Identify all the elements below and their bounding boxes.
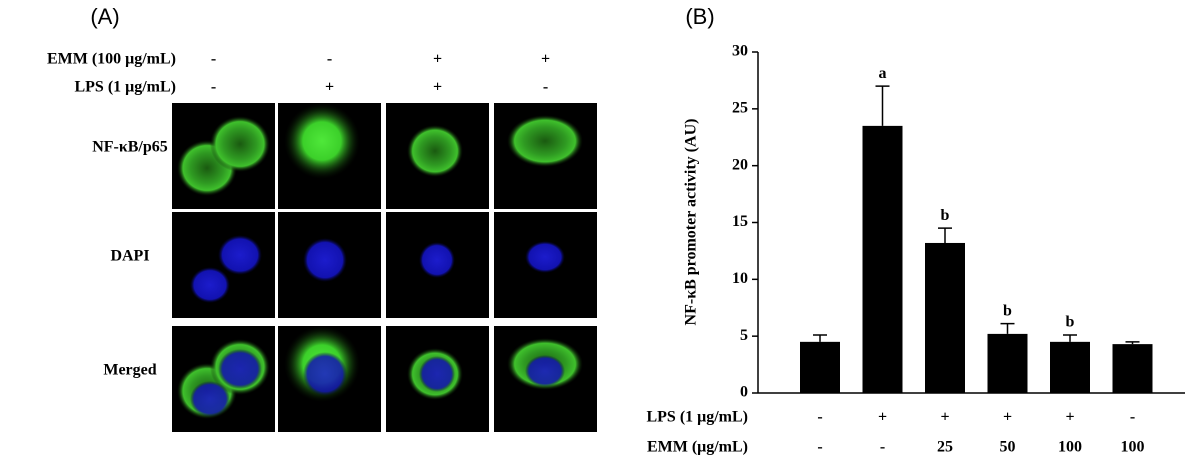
condition-label: LPS (1 μg/mL)	[646, 409, 748, 426]
row-label: Merged	[103, 362, 156, 379]
cell-stain	[210, 116, 270, 172]
bar	[862, 125, 903, 393]
nucleus-stain	[190, 381, 230, 417]
condition-sign: +	[940, 409, 949, 426]
condition-sign: 25	[937, 439, 953, 456]
nucleus-stain	[218, 349, 262, 389]
y-axis-label: NF-κB promoter activity (AU)	[683, 119, 700, 326]
bar	[925, 242, 965, 393]
condition-sign: 100	[1121, 439, 1145, 456]
error-bar	[938, 227, 952, 243]
condition-sign: -	[817, 409, 822, 426]
y-tick-label: 0	[740, 384, 748, 401]
cell-stain	[284, 103, 360, 179]
significance-letter: b	[941, 207, 950, 224]
row-label: DAPI	[110, 248, 149, 265]
condition-sign: -	[1130, 409, 1135, 426]
error-bar	[813, 334, 827, 342]
y-tick-label: 25	[732, 100, 748, 117]
condition-sign: -	[543, 79, 548, 96]
y-tick-label: 10	[732, 270, 748, 287]
nucleus-stain	[218, 235, 262, 275]
condition-sign: +	[433, 79, 442, 96]
condition-label: LPS (1 μg/mL)	[74, 79, 176, 96]
condition-sign: -	[211, 79, 216, 96]
row-label: NF-κB/p65	[92, 139, 168, 156]
bar	[800, 341, 840, 393]
condition-sign: -	[211, 51, 216, 68]
condition-sign: -	[817, 439, 822, 456]
panel-label: (B)	[685, 4, 714, 29]
condition-label: EMM (μg/mL)	[647, 439, 748, 456]
condition-sign: +	[1003, 409, 1012, 426]
condition-sign: -	[880, 439, 885, 456]
condition-sign: -	[327, 51, 332, 68]
nucleus-stain	[419, 242, 455, 278]
nucleus-stain	[525, 355, 565, 387]
bar	[1112, 344, 1153, 393]
cell-stain	[407, 125, 463, 177]
condition-sign: +	[325, 79, 334, 96]
y-tick-label: 15	[732, 213, 748, 230]
error-bar	[1125, 341, 1140, 345]
condition-sign: +	[1065, 409, 1074, 426]
significance-letter: b	[1066, 314, 1075, 331]
nucleus-stain	[525, 241, 565, 273]
bar	[987, 333, 1028, 393]
y-tick-label: 5	[740, 327, 748, 344]
bar	[1050, 341, 1090, 393]
error-bar	[1000, 322, 1015, 334]
condition-sign: 50	[1000, 439, 1016, 456]
y-tick-label: 20	[732, 156, 748, 173]
nucleus-stain	[190, 267, 230, 303]
condition-sign: +	[433, 51, 442, 68]
significance-letter: b	[1003, 302, 1012, 319]
panel-label: (A)	[90, 4, 119, 29]
significance-letter: a	[879, 65, 887, 82]
error-bar	[1063, 334, 1077, 342]
condition-sign: 100	[1058, 439, 1082, 456]
nucleus-stain	[303, 238, 347, 282]
cell-stain	[507, 115, 583, 167]
nucleus-stain	[419, 356, 455, 392]
y-tick-label: 30	[732, 43, 748, 60]
condition-sign: +	[541, 51, 550, 68]
nucleus-stain	[303, 352, 347, 396]
error-bar	[875, 85, 890, 126]
condition-sign: +	[878, 409, 887, 426]
condition-label: EMM (100 μg/mL)	[47, 51, 176, 68]
